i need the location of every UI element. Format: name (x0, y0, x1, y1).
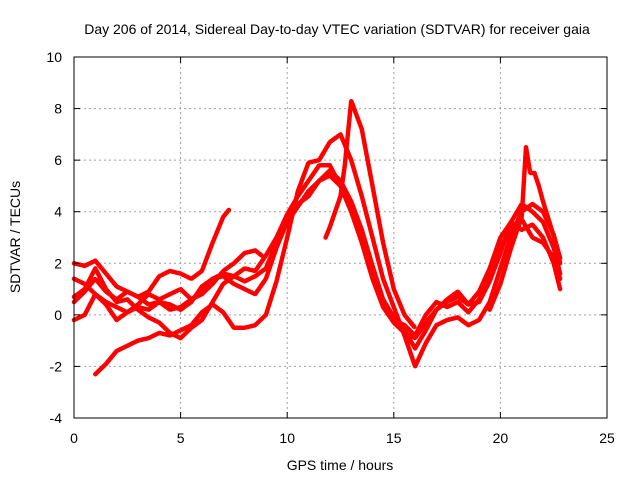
y-tick-label: 0 (54, 307, 62, 323)
y-tick-label: 8 (54, 101, 62, 117)
series-8-line (487, 145, 563, 312)
x-tick-label: 20 (493, 430, 509, 446)
series-3-line (71, 163, 563, 341)
x-axis-label: GPS time / hours (287, 457, 394, 473)
series-7-line (323, 98, 418, 331)
x-tick-label: 15 (386, 430, 402, 446)
series-1-line (71, 206, 232, 300)
grid-lines (74, 57, 607, 418)
y-tick-label: -2 (50, 358, 63, 374)
y-tick-label: -4 (50, 410, 63, 426)
x-tick-label: 5 (177, 430, 185, 446)
y-tick-label: 2 (54, 255, 62, 271)
y-tick-label: 10 (46, 49, 62, 65)
y-tick-label: 6 (54, 152, 62, 168)
axis-ticks (73, 56, 608, 419)
chart-title: Day 206 of 2014, Sidereal Day-to-day VTE… (84, 21, 590, 37)
x-tick-label: 0 (70, 430, 78, 446)
series-5-line (71, 168, 563, 351)
y-tick-label: 4 (54, 204, 62, 220)
series-6-line (93, 132, 563, 377)
data-series (71, 98, 563, 377)
x-tick-label: 10 (279, 430, 295, 446)
x-tick-label: 25 (599, 430, 615, 446)
plot-frame (73, 56, 608, 419)
y-axis-label: SDTVAR / TECUs (7, 181, 23, 293)
